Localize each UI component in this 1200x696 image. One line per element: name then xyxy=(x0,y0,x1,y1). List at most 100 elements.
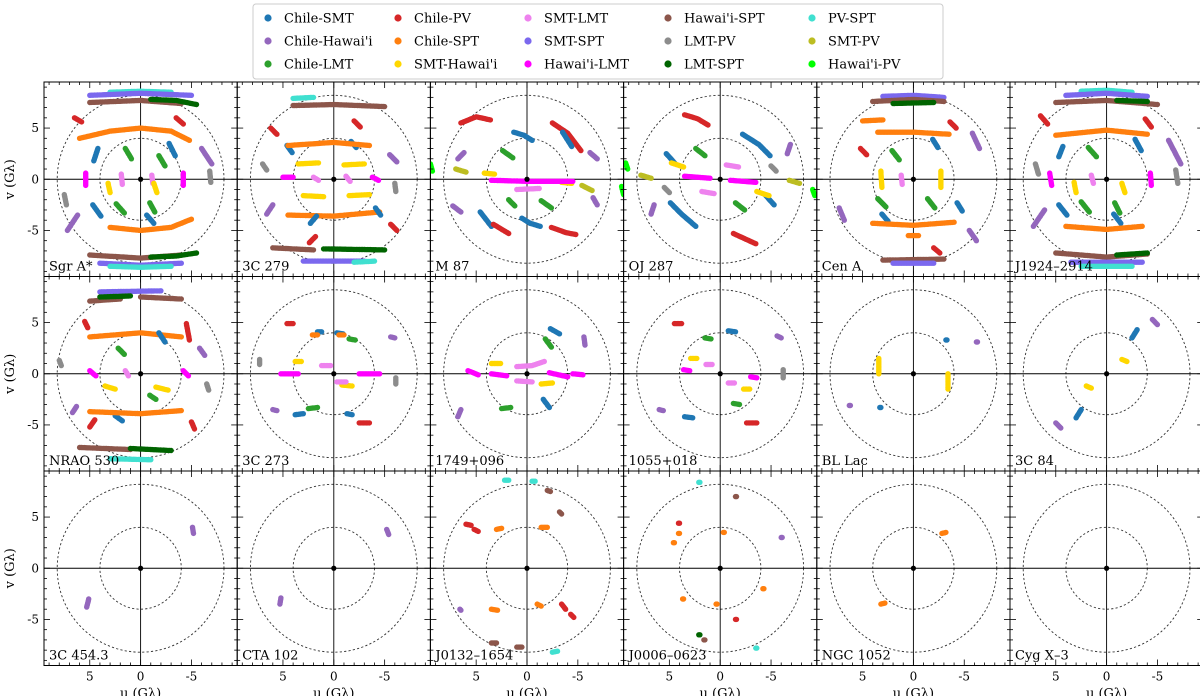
source-label: 1749+096 xyxy=(435,454,504,469)
uv-point xyxy=(1093,154,1100,160)
uv-point xyxy=(735,164,742,170)
legend-label: LMT-SPT xyxy=(684,58,744,73)
uv-point xyxy=(896,157,902,163)
uv-point xyxy=(343,379,349,385)
uv-point xyxy=(188,216,195,222)
uv-point xyxy=(393,381,399,387)
uv-point xyxy=(1083,383,1090,389)
uv-point xyxy=(766,192,772,199)
uv-point xyxy=(168,263,174,269)
legend-label: Hawai'i-PV xyxy=(828,58,901,73)
uv-point xyxy=(780,375,786,381)
uv-point xyxy=(573,231,579,238)
uv-point xyxy=(1144,98,1151,105)
legend-marker xyxy=(264,37,272,45)
uv-point xyxy=(711,190,717,197)
uv-point xyxy=(315,160,322,166)
origin-marker xyxy=(910,176,917,182)
uv-point xyxy=(475,528,481,535)
uv-panel: 3C 279 xyxy=(236,81,431,277)
uv-point xyxy=(494,607,501,613)
source-label: 3C 279 xyxy=(242,260,289,275)
uv-point xyxy=(468,522,474,528)
v-tick-label: 0 xyxy=(31,172,39,186)
uv-point xyxy=(315,177,322,183)
uv-point xyxy=(148,457,154,463)
uv-point xyxy=(846,402,852,409)
uv-point xyxy=(1117,210,1123,216)
uv-point xyxy=(87,424,93,430)
uv-point xyxy=(1124,358,1130,365)
uv-panel: 3C 273 xyxy=(236,276,431,472)
uv-panel: J1924–2914 xyxy=(1009,81,1200,277)
legend-marker xyxy=(664,14,672,22)
uv-point xyxy=(931,260,937,266)
legend-marker xyxy=(394,37,402,45)
uv-point xyxy=(549,380,556,386)
origin-marker xyxy=(524,176,530,182)
legend-marker xyxy=(524,14,532,22)
uv-point xyxy=(487,117,494,123)
origin-marker xyxy=(1104,371,1110,377)
uv-point xyxy=(376,371,383,377)
panel-grid: Sgr A* 5 0 -5 v (Gλ) 3C 279 M 87 OJ 287 Cen A J19… xyxy=(3,81,1200,696)
uv-point xyxy=(352,337,358,343)
uv-point xyxy=(510,155,516,161)
uv-point xyxy=(314,404,321,411)
uv-point xyxy=(318,329,325,335)
uv-point xyxy=(570,178,576,184)
panel-plot-area xyxy=(237,471,431,666)
uv-point xyxy=(753,241,759,247)
uv-point xyxy=(300,411,306,417)
uv-point xyxy=(944,337,950,343)
uv-point xyxy=(883,204,889,210)
uv-point xyxy=(270,406,276,413)
uv-point xyxy=(931,99,937,106)
uv-point xyxy=(569,143,575,150)
uv-point xyxy=(694,355,700,362)
uv-point xyxy=(556,331,563,337)
uv-panel: NRAO 530 5 0 -5 v (Gλ) xyxy=(3,276,238,472)
origin-marker xyxy=(331,176,337,182)
uv-point xyxy=(512,203,518,209)
uv-point xyxy=(625,166,631,172)
uv-point xyxy=(519,644,525,650)
origin-marker xyxy=(138,565,144,571)
uv-point xyxy=(488,640,495,646)
uv-point xyxy=(381,247,388,253)
legend-marker xyxy=(394,14,402,22)
uv-point xyxy=(1138,147,1144,154)
uv-point xyxy=(1073,189,1079,196)
legend-label: Chile-SPT xyxy=(414,35,479,50)
uv-point xyxy=(178,407,184,414)
origin-marker xyxy=(138,176,144,182)
uv-panel: CTA 102 5 0 -5 u (Gλ) xyxy=(236,470,431,696)
uv-point xyxy=(377,212,384,218)
uv-point xyxy=(1144,93,1151,100)
uv-point xyxy=(274,131,280,137)
origin-marker xyxy=(717,371,723,377)
uv-point xyxy=(932,205,938,211)
source-label: M 87 xyxy=(435,260,469,275)
uv-point xyxy=(562,606,569,612)
uv-point xyxy=(98,213,104,219)
uv-point xyxy=(151,220,157,226)
uv-point xyxy=(702,153,708,159)
uv-point xyxy=(656,406,662,413)
uv-point xyxy=(366,191,373,198)
origin-marker xyxy=(138,371,144,377)
u-axis-title: u (Gλ) xyxy=(313,687,354,696)
uv-point xyxy=(880,117,886,123)
source-label: BL Lac xyxy=(822,454,868,469)
uv-point xyxy=(747,386,753,392)
uv-point xyxy=(754,420,760,426)
panel-plot-area xyxy=(430,82,624,277)
uv-point xyxy=(594,202,600,208)
uv-point xyxy=(787,141,794,148)
uv-point xyxy=(708,336,714,342)
source-label: 1055+018 xyxy=(629,454,698,469)
uv-point xyxy=(666,189,673,196)
uv-point xyxy=(1175,180,1181,186)
legend-marker xyxy=(808,14,816,22)
panel-plot-area xyxy=(44,276,238,471)
